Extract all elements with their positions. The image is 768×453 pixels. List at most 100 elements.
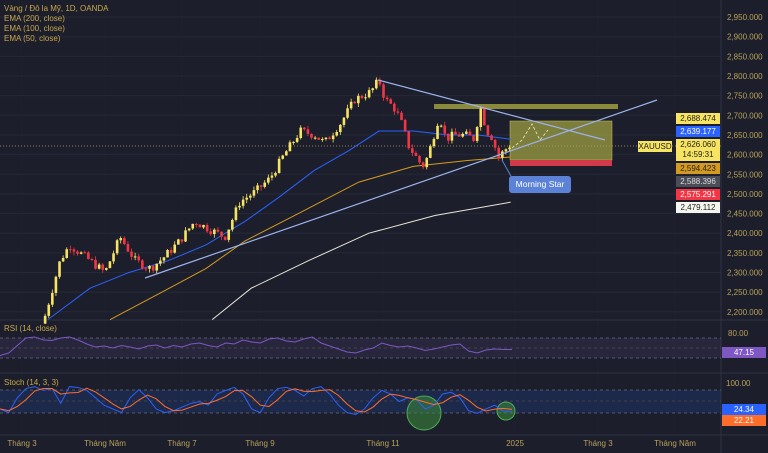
candle: [112, 250, 115, 264]
x-tick-label: 2025: [506, 439, 524, 448]
candle: [274, 171, 277, 178]
candle-body: [191, 223, 195, 229]
candle: [155, 263, 159, 275]
ema100-legend[interactable]: EMA (100, close): [4, 24, 65, 33]
y-tick-label: 2,450.000: [727, 210, 763, 219]
price-tag-value: 2,588.396: [680, 177, 716, 186]
ema50-legend[interactable]: EMA (50, close): [4, 34, 61, 43]
candle: [79, 251, 83, 255]
candle: [317, 137, 321, 140]
candle: [94, 256, 97, 270]
candle-body: [173, 244, 177, 253]
candle-body: [90, 258, 94, 260]
candle: [285, 150, 288, 156]
candle-body: [270, 175, 274, 178]
candle: [465, 129, 468, 135]
candle: [231, 218, 234, 232]
candle-body: [184, 230, 187, 242]
candle: [486, 124, 490, 137]
candle-body: [418, 155, 421, 163]
ema100-line: [109, 156, 511, 321]
y-tick-label: 2,600.000: [727, 151, 763, 160]
candle-body: [177, 239, 180, 245]
candle: [166, 248, 169, 258]
candle-body: [346, 108, 349, 118]
stoch-title[interactable]: Stoch (14, 3, 3): [4, 378, 59, 387]
price-axis[interactable]: 2,950.000 2,900.000 2,850.000 2,800.000 2,75…: [727, 13, 763, 317]
ema200-legend[interactable]: EMA (200, close): [4, 14, 65, 23]
candle-body: [331, 135, 335, 140]
stoch-axis-label: 100.00: [726, 379, 751, 388]
price-tag-value: 2,575.291: [680, 190, 716, 199]
countdown-timer: 14:59:31: [682, 150, 714, 159]
candle: [213, 228, 216, 238]
candle-body: [213, 229, 216, 235]
candle: [281, 154, 285, 160]
stoch-oversold-highlight[interactable]: [406, 395, 442, 431]
candle: [450, 128, 454, 144]
x-tick-label: Tháng 3: [7, 439, 37, 448]
candle: [403, 118, 407, 133]
candle-body: [162, 257, 166, 261]
candle: [389, 97, 393, 105]
candle-body: [407, 131, 411, 149]
candle: [76, 249, 79, 256]
upper-trendline[interactable]: [377, 79, 606, 141]
candle-body: [234, 207, 238, 220]
candle: [205, 223, 209, 233]
lower-trendline[interactable]: [144, 99, 658, 279]
candle-body: [263, 182, 267, 187]
morning-star-callout[interactable]: Morning Star: [509, 176, 571, 193]
candle: [429, 144, 432, 159]
candle-body: [43, 315, 47, 324]
price-tag: 2,479.112: [676, 202, 720, 213]
candle: [87, 251, 90, 260]
symbol-title[interactable]: Vàng / Đô la Mỹ, 1D, OANDA: [4, 4, 109, 13]
y-tick-label: 2,550.000: [727, 170, 763, 179]
projection-path[interactable]: [511, 123, 549, 149]
y-tick-label: 2,400.000: [727, 229, 763, 238]
candle-body: [97, 264, 101, 269]
candle-body: [166, 250, 169, 258]
position-stop-zone[interactable]: [510, 160, 612, 166]
chart-legend: Vàng / Đô la Mỹ, 1D, OANDA EMA (200, clo…: [4, 4, 108, 44]
candle-body: [436, 125, 439, 139]
candle-body: [180, 239, 184, 242]
candle-body: [447, 133, 450, 141]
candle-body: [342, 117, 346, 125]
callout-pointer: [501, 159, 513, 179]
candle-body: [259, 185, 263, 187]
y-tick-label: 2,250.000: [727, 288, 763, 297]
rsi-title[interactable]: RSI (14, close): [4, 324, 57, 333]
candle: [133, 252, 137, 261]
candle: [191, 223, 195, 230]
candle-body: [493, 140, 497, 148]
resistance-zone[interactable]: [434, 104, 618, 109]
candle: [177, 238, 180, 245]
candle-body: [94, 259, 97, 269]
candle-body: [79, 252, 83, 254]
candle: [339, 123, 342, 135]
candle-body: [411, 148, 414, 153]
position-target-zone[interactable]: [509, 120, 613, 161]
candle-body: [378, 79, 382, 85]
candle-body: [209, 231, 213, 235]
price-tag: 2,594.423: [676, 163, 720, 174]
x-tick-label: Tháng Năm: [84, 439, 126, 448]
candle: [263, 180, 267, 189]
candle-body: [267, 177, 270, 183]
candle-body: [220, 231, 223, 237]
candle: [443, 121, 447, 138]
candle: [310, 133, 313, 140]
candle: [144, 266, 148, 272]
candle-body: [187, 228, 191, 231]
candle: [220, 231, 223, 241]
candle-body: [159, 260, 162, 264]
time-axis[interactable]: Tháng 3 Tháng Năm Tháng 7 Tháng 9 Tháng 11 20…: [7, 439, 696, 448]
candle: [324, 137, 328, 141]
candle-body: [403, 119, 407, 132]
candle: [346, 104, 349, 120]
candle-body: [144, 268, 148, 270]
ema50-line: [47, 130, 511, 321]
